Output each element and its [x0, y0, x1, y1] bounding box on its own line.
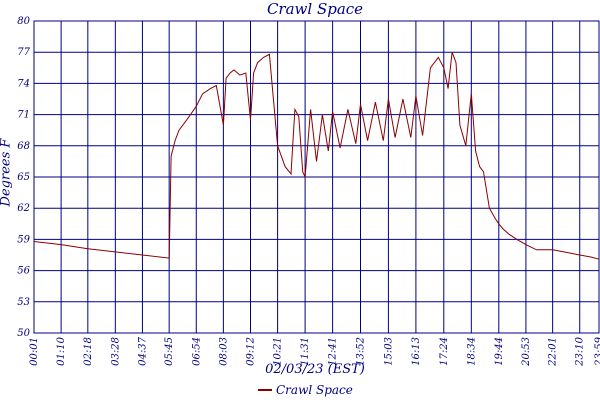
- y-tick-label: 68: [17, 141, 30, 152]
- x-tick-label: 10:21: [273, 337, 284, 366]
- legend-entry: Crawl Space: [276, 383, 353, 397]
- x-tick-label: 23:59: [594, 336, 600, 366]
- x-tick-label: 04:37: [137, 336, 148, 365]
- x-tick-label: 22:01: [548, 337, 559, 367]
- y-tick-label: 65: [17, 172, 30, 183]
- y-tick-label: 56: [17, 266, 30, 277]
- y-tick-label: 80: [17, 16, 30, 27]
- x-tick-label: 13:52: [356, 337, 367, 366]
- x-tick-label: 18:34: [466, 337, 477, 366]
- x-tick-label: 11:31: [300, 337, 311, 366]
- x-axis-ticks: 00:01 01:10 02:18 03:28 04:37 05:45 06:54 08:03…: [29, 336, 600, 366]
- x-tick-label: 16:13: [411, 337, 422, 366]
- y-tick-label: 59: [17, 234, 30, 245]
- series-line-crawl-space: [33, 52, 600, 260]
- chart-grid: [33, 20, 600, 334]
- x-tick-label: 06:54: [191, 337, 202, 366]
- x-tick-label: 23:10: [575, 336, 586, 366]
- y-tick-label: 74: [17, 78, 30, 89]
- x-tick-label: 08:03: [218, 337, 229, 366]
- series-group: [33, 52, 600, 260]
- x-tick-label: 19:44: [494, 337, 505, 366]
- x-tick-label: 09:12: [245, 337, 256, 366]
- y-axis-label: Degrees F: [0, 138, 14, 207]
- x-tick-label: 02:18: [83, 337, 94, 366]
- x-tick-label: 05:45: [164, 337, 175, 366]
- y-axis-ticks: 50 53 56 59 62 65 68 71 74 77 80: [17, 16, 30, 339]
- legend-swatch: [258, 389, 272, 391]
- x-axis-label: 02/03/23 (EST): [265, 362, 365, 377]
- y-tick-label: 53: [17, 297, 30, 308]
- chart-title: Crawl Space: [266, 0, 364, 18]
- legend: Crawl Space: [258, 383, 353, 397]
- x-tick-label: 00:01: [29, 337, 40, 366]
- x-tick-label: 12:41: [328, 337, 339, 366]
- x-tick-label: 03:28: [110, 337, 121, 366]
- x-tick-label: 15:03: [383, 337, 394, 366]
- y-tick-label: 62: [17, 203, 30, 214]
- y-tick-label: 50: [17, 328, 30, 339]
- x-tick-label: 01:10: [56, 336, 67, 365]
- y-tick-label: 77: [17, 47, 30, 58]
- x-tick-label: 20:53: [521, 337, 532, 367]
- x-tick-label: 17:24: [439, 337, 450, 366]
- y-tick-label: 71: [17, 110, 30, 121]
